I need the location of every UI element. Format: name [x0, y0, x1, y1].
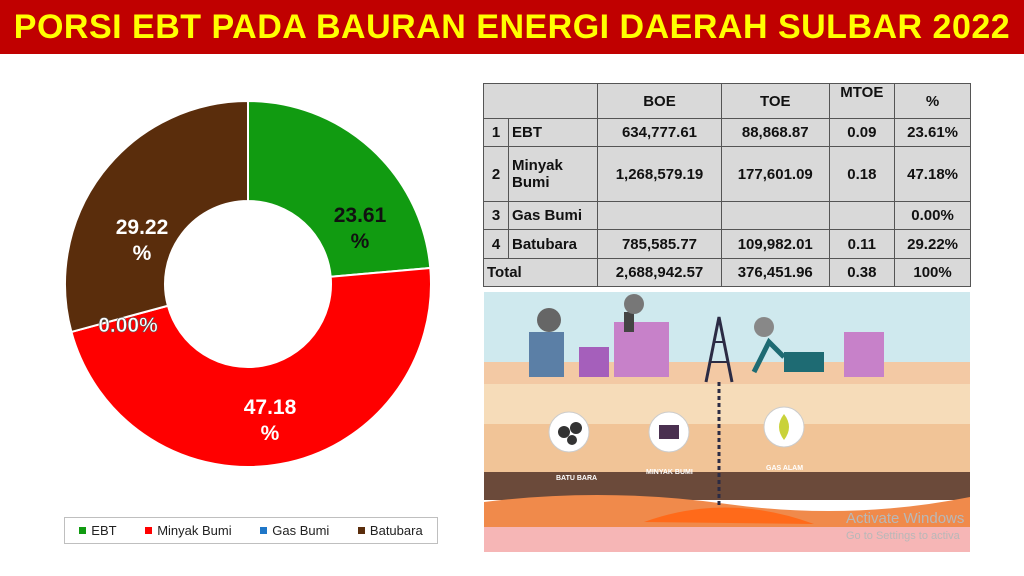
legend-label-gas-bumi: Gas Bumi — [272, 523, 330, 538]
row-pct: 29.22% — [894, 229, 971, 259]
table-row: 3 Gas Bumi 0.00% — [483, 201, 971, 231]
legend-swatch-minyak-bumi — [145, 527, 153, 534]
title-banner — [0, 0, 1024, 54]
chart-legend: EBT Minyak Bumi Gas Bumi Batubara — [64, 517, 438, 544]
row-toe: 177,601.09 — [720, 146, 830, 203]
donut-slice-batubara — [64, 100, 249, 334]
row-name: EBT — [508, 117, 598, 148]
legend-label-minyak-bumi: Minyak Bumi — [157, 523, 232, 538]
row-mtoe: 0.09 — [828, 117, 896, 148]
header-blank — [483, 83, 598, 119]
coal-icon — [548, 411, 590, 453]
oil-rig-icon — [704, 316, 734, 507]
row-toe — [720, 201, 830, 231]
row-name: Batubara — [508, 229, 598, 259]
total-toe: 376,451.96 — [720, 257, 830, 288]
legend-swatch-batubara — [357, 527, 365, 534]
factory-icon — [529, 294, 669, 377]
total-label: Total — [483, 257, 598, 288]
total-mtoe: 0.38 — [828, 257, 896, 288]
header-mtoe: MTOE — [828, 83, 896, 119]
row-mtoe: 0.11 — [828, 229, 896, 259]
legend-label-ebt: EBT — [91, 523, 117, 538]
legend-swatch-gas-bumi — [260, 527, 268, 534]
header-toe: TOE — [720, 83, 830, 119]
row-mtoe — [828, 201, 896, 231]
row-name: Gas Bumi — [508, 201, 598, 231]
row-number: 4 — [483, 229, 509, 259]
table-total-row: Total 2,688,942.57 376,451.96 0.38 100% — [483, 257, 971, 288]
total-boe: 2,688,942.57 — [597, 257, 722, 288]
row-boe: 785,585.77 — [597, 229, 722, 259]
row-toe: 88,868.87 — [720, 117, 830, 148]
donut-label-minyak-bumi: 47.18% — [244, 396, 297, 445]
row-number: 2 — [483, 146, 509, 203]
donut-label-gas-bumi: 0.00% — [98, 314, 158, 337]
header-percent: % — [894, 83, 971, 119]
row-boe: 1,268,579.19 — [597, 146, 722, 203]
donut-slice-ebt — [247, 100, 432, 278]
table-row: 2 Minyak Bumi 1,268,579.19 177,601.09 0.… — [483, 146, 971, 203]
page-title: PORSI EBT PADA BAURAN ENERGI DAERAH SULB… — [13, 8, 1011, 46]
legend-item-ebt: EBT — [79, 523, 117, 538]
row-boe: 634,777.61 — [597, 117, 722, 148]
watermark-line2: Go to Settings to activa — [846, 530, 960, 542]
legend-label-batubara: Batubara — [369, 523, 423, 538]
row-pct: 47.18% — [894, 146, 971, 203]
table-row: 1 EBT 634,777.61 88,868.87 0.09 23.61% — [483, 117, 971, 148]
watermark-line1: Activate Windows — [846, 510, 965, 527]
legend-item-minyak-bumi: Minyak Bumi — [145, 523, 232, 538]
legend-item-gas-bumi: Gas Bumi — [260, 523, 329, 538]
row-toe: 109,982.01 — [720, 229, 830, 259]
legend-swatch-ebt — [79, 527, 87, 534]
row-number: 1 — [483, 117, 509, 148]
excavator-icon — [751, 317, 884, 377]
gas-icon — [763, 406, 805, 448]
donut-label-ebt: 23.61% — [334, 204, 387, 253]
oil-icon — [648, 411, 690, 453]
row-boe — [597, 201, 722, 231]
donut-label-batubara: 29.22% — [116, 216, 169, 265]
energy-illustration: BATU BARA MINYAK BUMI GAS ALAM — [484, 292, 970, 552]
row-pct: 0.00% — [894, 201, 971, 231]
table-row: 4 Batubara 785,585.77 109,982.01 0.11 29… — [483, 229, 971, 259]
row-mtoe: 0.18 — [828, 146, 896, 203]
illustration-label-gas-alam: GAS ALAM — [766, 465, 803, 472]
legend-item-batubara: Batubara — [357, 523, 423, 538]
row-pct: 23.61% — [894, 117, 971, 148]
header-boe: BOE — [597, 83, 722, 119]
donut-chart: 23.61 % 47.18 % 0.00% 29.22% — [64, 100, 432, 468]
illustration-label-batu-bara: BATU BARA — [556, 475, 597, 482]
illustration-label-minyak-bumi: MINYAK BUMI — [646, 469, 693, 476]
energy-table: BOE TOE MTOE % 1 EBT 634,777.61 88,868.8… — [483, 83, 971, 288]
table-header-row: BOE TOE MTOE % — [483, 83, 971, 119]
row-name: Minyak Bumi — [508, 146, 598, 203]
energy-table-container: BOE TOE MTOE % 1 EBT 634,777.61 88,868.8… — [483, 83, 971, 288]
total-pct: 100% — [894, 257, 971, 288]
donut-slice-minyak-bumi — [70, 266, 432, 468]
row-number: 3 — [483, 201, 509, 231]
